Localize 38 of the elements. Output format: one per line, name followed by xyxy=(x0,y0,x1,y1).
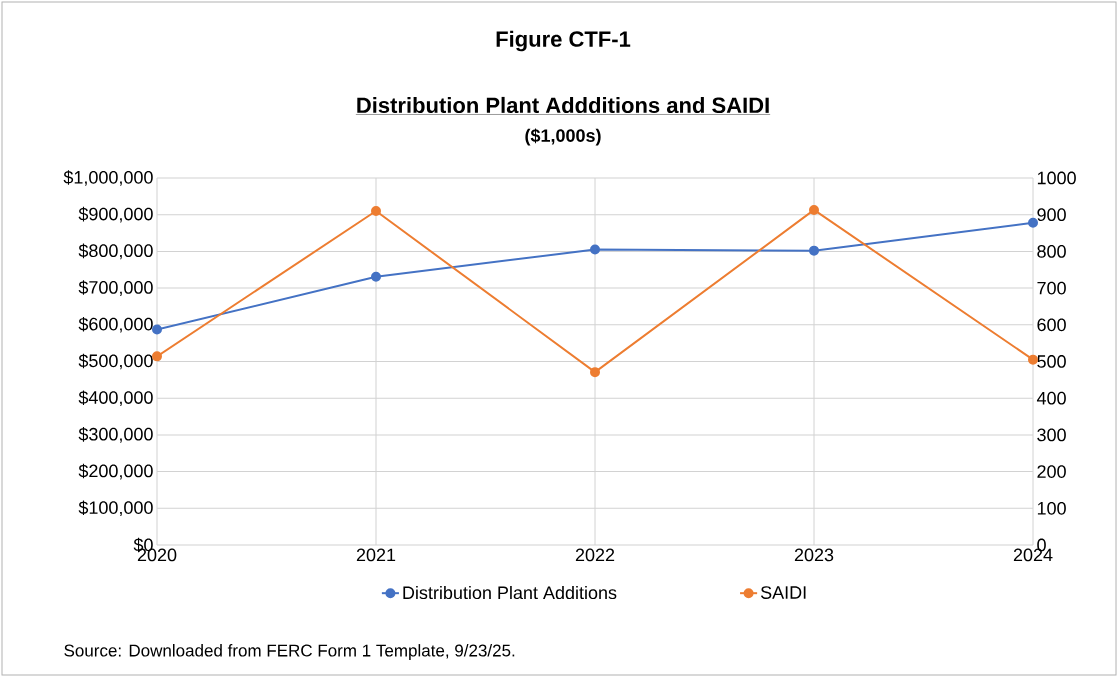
y2-tick-label: 100 xyxy=(1037,501,1066,515)
chart-title: Figure CTF-1 xyxy=(496,30,631,52)
point xyxy=(152,351,162,362)
y-tick-label: $400,000 xyxy=(78,390,153,407)
point xyxy=(809,204,820,215)
point xyxy=(152,324,162,335)
y2-tick-label: 500 xyxy=(1037,355,1066,368)
y-tick-label: $900,000 xyxy=(78,206,153,223)
legend-label: SAIDI xyxy=(760,586,806,599)
y2-tick-label: 200 xyxy=(1037,465,1066,478)
y2-tick-label: 900 xyxy=(1037,208,1066,222)
x-tick-label: 2023 xyxy=(794,548,834,562)
source-note: Source: Downloaded from FERC Form 1 Template, 9/23/25. xyxy=(64,644,515,660)
point xyxy=(590,367,601,378)
y2-tick-label: 700 xyxy=(1037,281,1066,295)
chart-subtitle: Distribution Plant Addditions and SAIDI xyxy=(357,96,769,114)
y2-tick-label: 400 xyxy=(1036,391,1066,405)
legend-label: Distribution Plant Additions xyxy=(403,585,617,600)
y-tick-label: $100,000 xyxy=(78,500,153,517)
y-tick-label: $800,000 xyxy=(78,243,153,260)
point xyxy=(371,271,381,282)
y-tick-label: $600,000 xyxy=(78,316,153,333)
y2-tick-label: 800 xyxy=(1037,245,1066,258)
y-tick-label: $500,000 xyxy=(78,353,153,370)
y-tick-label: $200,000 xyxy=(78,463,153,480)
y-tick-label: $700,000 xyxy=(78,280,153,296)
x-tick-label: 2022 xyxy=(575,548,615,562)
y-tick-label: $300,000 xyxy=(78,427,153,443)
point xyxy=(371,206,381,217)
y2-tick-label: 300 xyxy=(1037,428,1066,442)
point xyxy=(590,244,601,255)
y-tick-label: $1,000,000 xyxy=(63,170,153,186)
x-tick-label: 2021 xyxy=(356,548,396,562)
point xyxy=(1028,217,1039,228)
y2-tick-label: 600 xyxy=(1037,318,1066,332)
y2-tick-label: 1000 xyxy=(1037,171,1076,185)
text: ($1,000s) xyxy=(525,128,601,146)
point xyxy=(809,245,820,256)
